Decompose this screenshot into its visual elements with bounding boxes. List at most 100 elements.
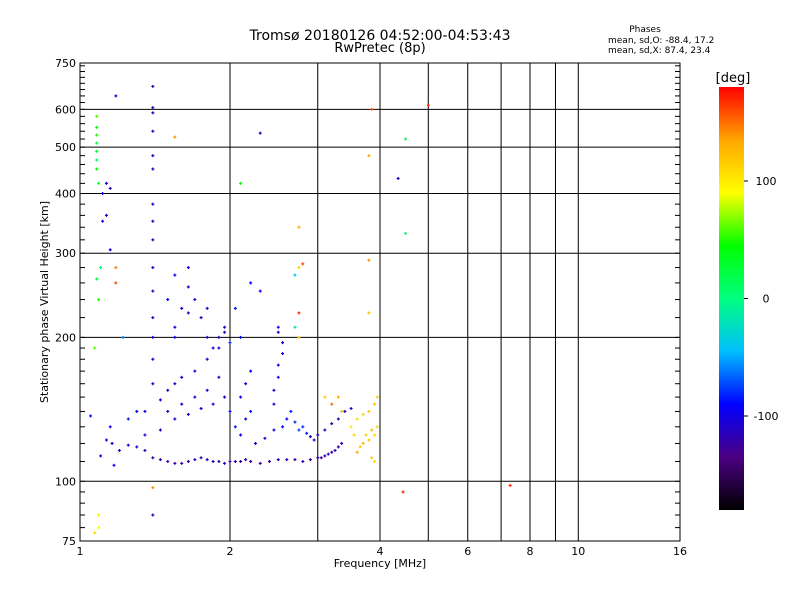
- data-point: [297, 428, 301, 432]
- y-tick-label: 100: [55, 475, 76, 488]
- data-point: [258, 289, 262, 293]
- colorbar-tick-labels: 100 0 -100: [744, 175, 778, 423]
- data-point: [126, 417, 130, 421]
- data-point: [158, 398, 162, 402]
- y-tick-label: 400: [55, 187, 76, 200]
- data-point: [166, 298, 170, 302]
- data-point: [89, 414, 93, 418]
- data-point: [193, 298, 197, 302]
- data-point: [205, 458, 209, 462]
- data-point: [355, 450, 359, 454]
- x-tick-label: 6: [464, 545, 471, 558]
- data-point: [293, 458, 297, 462]
- data-point: [297, 266, 301, 270]
- data-point: [151, 129, 155, 133]
- data-point: [151, 335, 155, 339]
- data-point: [370, 428, 374, 432]
- data-point: [186, 459, 190, 463]
- plot-frame: [79, 62, 681, 542]
- data-point: [211, 402, 215, 406]
- data-point: [258, 461, 262, 465]
- data-point: [126, 443, 130, 447]
- data-point: [205, 388, 209, 392]
- data-point: [151, 513, 155, 517]
- x-tick-label: 4: [377, 545, 384, 558]
- data-point: [193, 458, 197, 462]
- data-point: [217, 459, 221, 463]
- data-point: [151, 266, 155, 270]
- data-point: [228, 409, 232, 413]
- data-point: [308, 435, 312, 439]
- data-point: [244, 417, 248, 421]
- colorbar-tick-label: 0: [763, 293, 770, 306]
- data-point: [95, 149, 99, 153]
- data-point: [323, 395, 327, 399]
- data-point: [249, 281, 253, 285]
- data-point: [158, 458, 162, 462]
- data-point: [308, 458, 312, 462]
- data-point: [297, 225, 301, 229]
- data-point: [211, 346, 215, 350]
- data-point: [373, 459, 377, 463]
- data-point: [180, 375, 184, 379]
- data-point: [205, 335, 209, 339]
- data-point: [508, 483, 512, 487]
- data-point: [305, 431, 309, 435]
- colorbar-tick-label: -100: [754, 410, 779, 423]
- data-point: [97, 513, 101, 517]
- data-point: [276, 325, 280, 329]
- data-point: [104, 213, 108, 217]
- data-point: [293, 273, 297, 277]
- data-point: [301, 459, 305, 463]
- data-point: [228, 459, 232, 463]
- x-axis-label: Frequency [MHz]: [334, 557, 426, 570]
- data-point: [281, 341, 285, 345]
- data-point: [233, 425, 237, 429]
- data-point: [99, 454, 103, 458]
- data-point: [336, 417, 340, 421]
- data-point: [355, 417, 359, 421]
- data-point: [173, 273, 177, 277]
- data-point: [267, 459, 271, 463]
- data-point: [143, 433, 147, 437]
- data-point: [121, 335, 125, 339]
- data-point: [285, 458, 289, 462]
- data-point: [336, 445, 340, 449]
- data-point: [239, 459, 243, 463]
- data-point: [358, 445, 362, 449]
- x-tick-labels: 1 2 4 6 8 10 16: [77, 545, 688, 558]
- data-point: [239, 181, 243, 185]
- data-point: [336, 395, 340, 399]
- data-point: [244, 458, 248, 462]
- data-point: [95, 133, 99, 137]
- data-point: [151, 84, 155, 88]
- data-point: [95, 277, 99, 281]
- data-point: [108, 248, 112, 252]
- data-point: [367, 438, 371, 442]
- data-point: [151, 486, 155, 490]
- data-point: [272, 388, 276, 392]
- data-point: [316, 433, 320, 437]
- y-tick-label: 500: [55, 141, 76, 154]
- data-point: [135, 445, 139, 449]
- data-point: [173, 325, 177, 329]
- data-point: [370, 107, 374, 111]
- data-point: [223, 325, 227, 329]
- data-point: [340, 441, 344, 445]
- data-point: [276, 330, 280, 334]
- data-point: [199, 316, 203, 320]
- data-point: [272, 402, 276, 406]
- data-point: [323, 454, 327, 458]
- data-point: [352, 433, 356, 437]
- data-point: [293, 325, 297, 329]
- data-point: [151, 357, 155, 361]
- chart-subtitle: RwPretec (8p): [334, 41, 425, 56]
- data-point: [166, 459, 170, 463]
- data-point: [312, 438, 316, 442]
- data-point: [401, 490, 405, 494]
- data-point: [330, 450, 334, 454]
- data-point: [330, 422, 334, 426]
- data-point: [112, 463, 116, 467]
- data-point: [343, 409, 347, 413]
- y-tick-label: 300: [55, 247, 76, 260]
